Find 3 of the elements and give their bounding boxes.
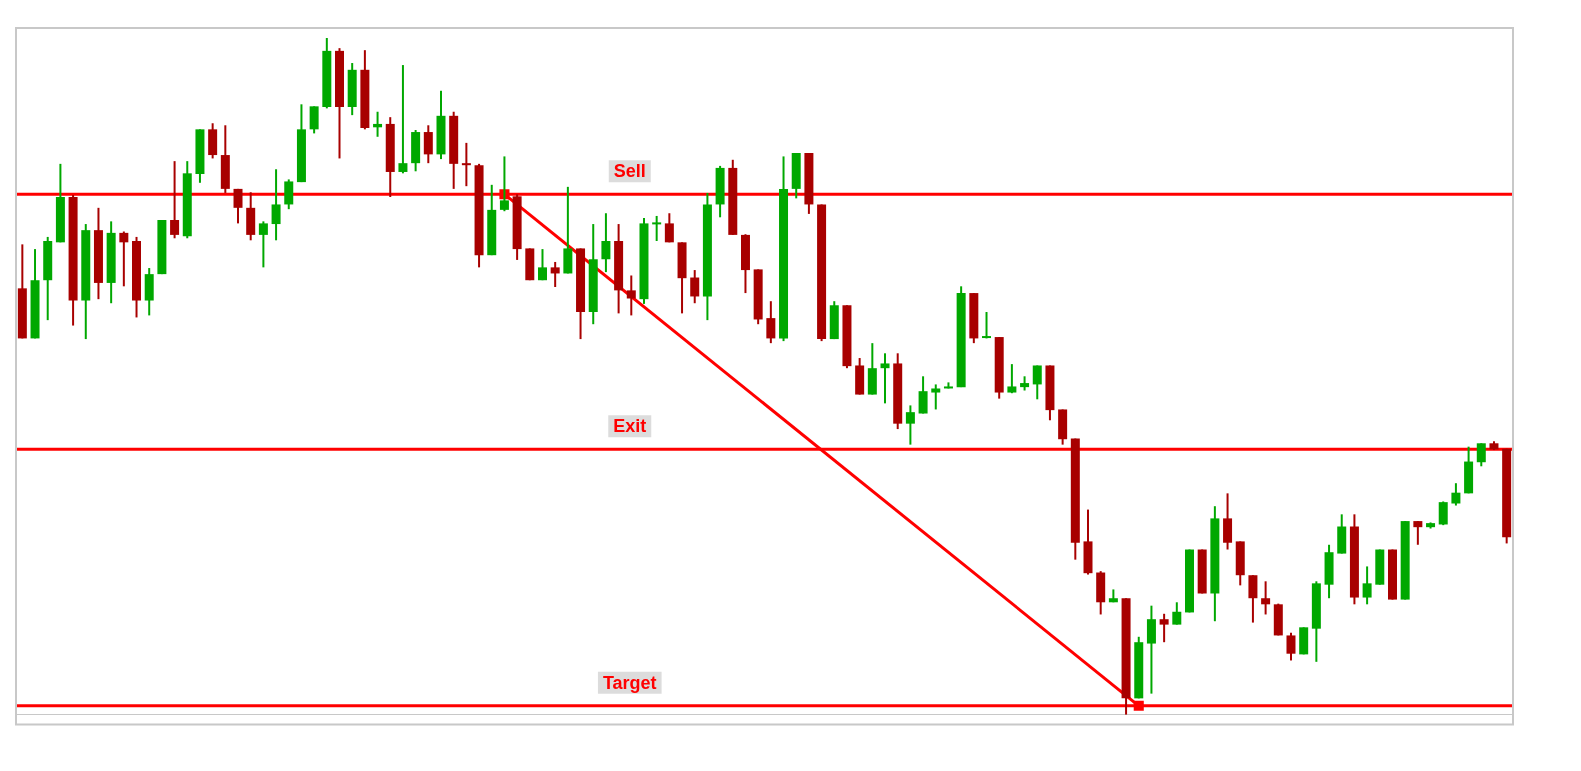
ref-line-label: Sell bbox=[613, 161, 646, 182]
ref-line-label: Exit bbox=[613, 416, 647, 437]
ref-line-label: Target bbox=[602, 672, 657, 693]
